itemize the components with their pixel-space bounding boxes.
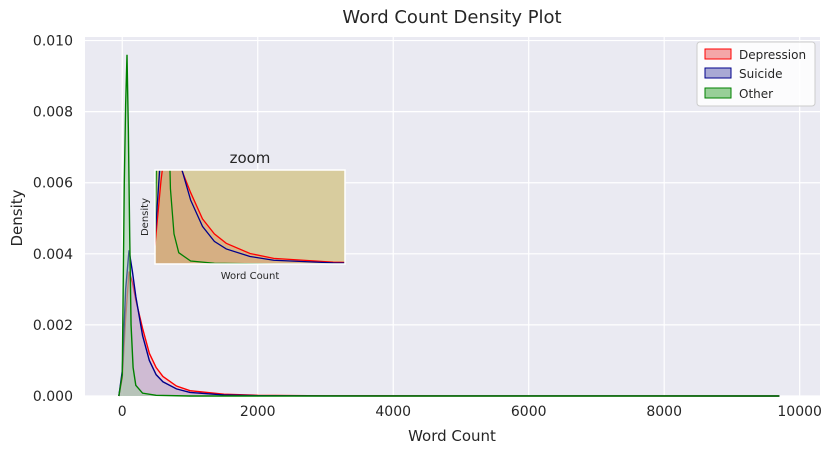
series-layer	[118, 54, 780, 397]
y-tick-label: 0.002	[33, 318, 73, 334]
tick-labels: 0 2000 4000 6000 8000 10000 0.000 0.002 0.004 0.0…	[33, 34, 822, 420]
x-tick-label: 6000	[511, 404, 547, 420]
inset-line-depression	[155, 170, 345, 263]
x-axis-label: Word Count	[408, 427, 496, 445]
inset-x-axis-label: Word Count	[221, 271, 280, 282]
legend-swatch-suicide	[704, 67, 732, 79]
y-tick-label: 0.006	[33, 176, 73, 192]
y-tick-label: 0.000	[33, 389, 73, 405]
x-tick-label: 2000	[240, 404, 276, 420]
inset-series-layer	[155, 170, 345, 264]
inset-line-other	[155, 170, 345, 264]
zoom-inset: zoom Word Count Density	[140, 149, 346, 282]
x-tick-label: 4000	[375, 404, 411, 420]
y-tick-label: 0.010	[33, 34, 73, 50]
y-tick-label: 0.004	[33, 247, 73, 263]
chart-title: Word Count Density Plot	[342, 7, 561, 28]
inset-title: zoom	[230, 149, 271, 167]
y-axis-label: Density	[8, 189, 26, 246]
inset-tint	[155, 170, 345, 264]
inset-y-axis-label: Density	[140, 198, 151, 236]
x-tick-label: 10000	[777, 404, 822, 420]
inset-frame	[154, 169, 346, 265]
legend-label-other: Other	[739, 87, 773, 101]
inset-line-suicide	[155, 170, 345, 264]
x-tick-label: 0	[118, 404, 127, 420]
legend-label-suicide: Suicide	[739, 67, 783, 81]
density-line-other	[118, 54, 780, 397]
legend-swatch-depression	[704, 48, 732, 60]
x-tick-label: 8000	[646, 404, 682, 420]
legend-label-depression: Depression	[739, 48, 806, 62]
legend-swatch-other	[704, 87, 732, 99]
y-tick-label: 0.008	[33, 105, 73, 121]
legend: Depression Suicide Other	[696, 41, 816, 107]
